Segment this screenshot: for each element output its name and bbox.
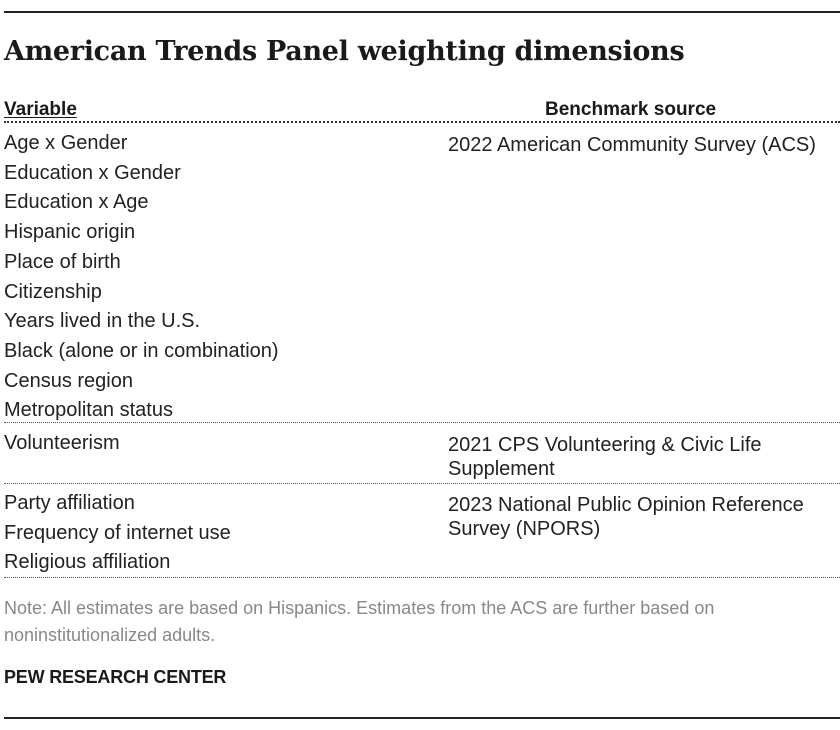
variable-item: Place of birth xyxy=(4,250,121,273)
variable-item: Party affiliation xyxy=(4,492,135,514)
variable-item: Census region xyxy=(4,369,133,392)
variable-item: Metropolitan status xyxy=(4,399,173,422)
variable-item: Black (alone or in combination) xyxy=(4,339,279,362)
variable-item: Years lived in the U.S. xyxy=(4,310,201,333)
table-row-group-acs: Age x Gender Education x Gender Educatio… xyxy=(4,129,840,423)
variable-item: Hispanic origin xyxy=(4,221,136,244)
variable-item: Education x Age xyxy=(4,191,149,214)
table-row-group-npors: Party affiliation Frequency of internet … xyxy=(4,489,840,578)
benchmark-source: 2021 CPS Volunteering & Civic Life Suppl… xyxy=(448,434,762,480)
variable-item: Frequency of internet use xyxy=(4,521,231,544)
source-column-header: Benchmark source xyxy=(545,99,717,120)
bottom-rule xyxy=(4,717,840,719)
table-header: Variable Benchmark source xyxy=(4,99,840,123)
benchmark-source: 2022 American Community Survey (ACS) xyxy=(448,134,816,156)
variable-list: Age x Gender Education x Gender Educatio… xyxy=(4,129,279,426)
variable-item: Age x Gender xyxy=(4,132,128,154)
variable-item: Volunteerism xyxy=(4,432,120,454)
footnote: Note: All estimates are based on Hispani… xyxy=(4,598,715,645)
variable-list: Volunteerism xyxy=(4,429,120,459)
variable-item: Citizenship xyxy=(4,280,102,303)
top-rule xyxy=(4,11,840,13)
variable-item: Religious affiliation xyxy=(4,551,171,574)
variable-column-header: Variable xyxy=(4,99,77,120)
benchmark-source: 2023 National Public Opinion Reference S… xyxy=(448,494,804,540)
table-row-group-cps: Volunteerism 2021 CPS Volunteering & Civ… xyxy=(4,429,840,484)
page-title: American Trends Panel weighting dimensio… xyxy=(4,36,685,67)
organization-credit: PEW RESEARCH CENTER xyxy=(4,667,227,687)
variable-item: Education x Gender xyxy=(4,161,181,184)
variable-list: Party affiliation Frequency of internet … xyxy=(4,489,231,578)
